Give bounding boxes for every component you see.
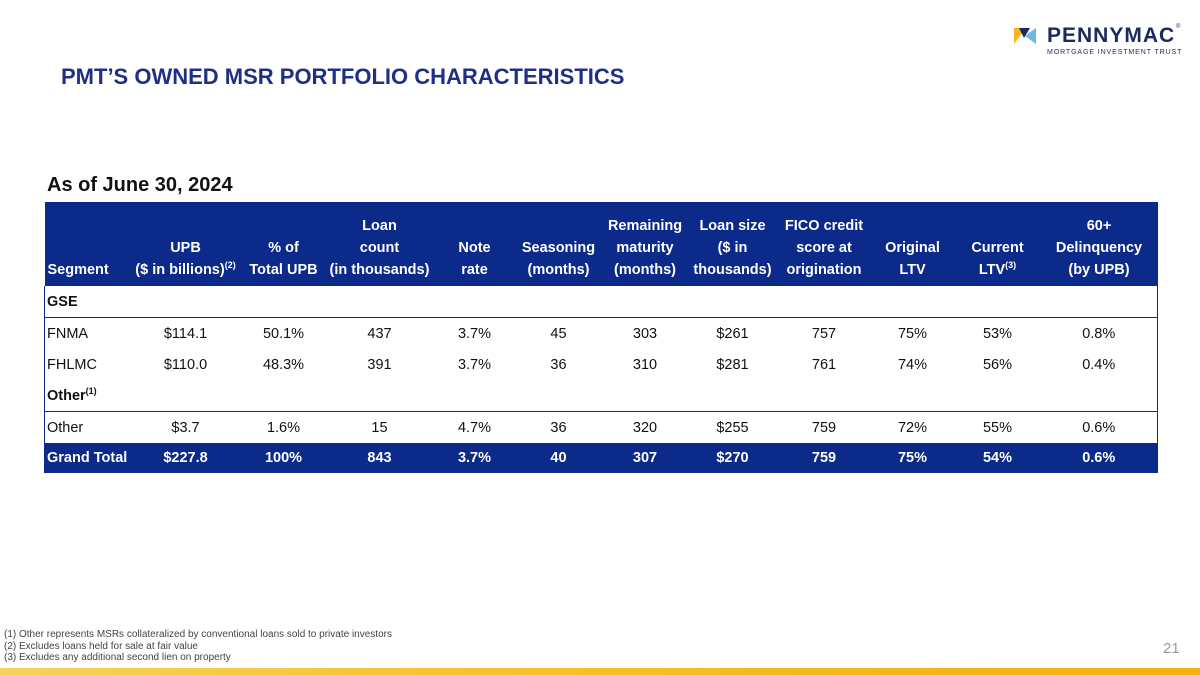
table-cell: $114.1 [163, 325, 208, 342]
table-cell: 4.7% [457, 419, 492, 436]
table-cell: 100% [242, 443, 325, 473]
table-cell: $270 [687, 443, 778, 473]
table-row: FHLMC $110.0 48.3% 391 3.7% 36 310 $281 761 74% 56… [45, 349, 1158, 380]
group-row-gse: GSE [44, 286, 1158, 318]
footnotes: (1) Other represents MSRs collateralized… [4, 629, 392, 664]
table-cell: $255 [716, 419, 749, 436]
table-cell: 53% [982, 325, 1013, 342]
table-cell: $227.8 [128, 443, 243, 473]
table-cell: 3.7% [457, 356, 492, 373]
table-cell: 0.8% [1082, 325, 1116, 342]
table-row: FNMA $114.1 50.1% 437 3.7% 45 303 $261 757 75% 53%… [45, 318, 1158, 350]
row-label: Grand Total [44, 443, 129, 473]
table-cell: 54% [954, 443, 1041, 473]
footnote: (2) Excludes loans held for sale at fair… [4, 640, 198, 652]
table-cell: 15 [371, 419, 388, 436]
table-cell: 75% [897, 325, 928, 342]
table-cell: 75% [870, 443, 955, 473]
table-row: Other $3.7 1.6% 15 4.7% 36 320 $255 759 72% 55% 0.6… [45, 412, 1158, 444]
table-cell: 0.6% [1082, 419, 1116, 436]
row-label: FHLMC [47, 356, 97, 373]
table-cell: 391 [367, 356, 392, 373]
table-cell: 0.4% [1082, 356, 1116, 373]
grand-total-row: Grand Total $227.8 100% 843 3.7% 40 307 $270 759… [44, 443, 1158, 473]
header-remaining-maturity: Remaining maturity (months) [602, 202, 688, 286]
table-cell: 0.6% [1040, 443, 1158, 473]
table-cell: 303 [632, 325, 658, 342]
table-cell: 320 [632, 419, 658, 436]
table-cell: 36 [550, 356, 567, 373]
table-cell: 36 [550, 419, 567, 436]
table-cell: 3.7% [457, 325, 492, 342]
footnote: (1) Other represents MSRs collateralized… [4, 629, 392, 640]
table-cell: 1.6% [266, 419, 301, 436]
logo-registered-mark: ® [1176, 24, 1181, 30]
header-pct-total-upb: % of Total UPB [242, 202, 325, 286]
row-label: FNMA [47, 325, 89, 342]
row-label: Other [47, 419, 84, 436]
page-title: PMT’S OWNED MSR PORTFOLIO CHARACTERISTIC… [61, 64, 625, 89]
header-seasoning: Seasoning (months) [514, 202, 603, 286]
pennymac-mark-icon [1014, 28, 1036, 44]
group-row-other: Other(1) [44, 380, 1158, 412]
table-cell: $281 [716, 356, 749, 373]
table-cell: 843 [324, 443, 435, 473]
header-current-ltv: Current LTV(3) [954, 202, 1041, 286]
header-fico: FICO credit score at origination [777, 202, 871, 286]
logo-name: PENNYMAC [1047, 24, 1176, 47]
group-label: Other(1) [44, 380, 1158, 412]
table-cell: 759 [777, 443, 871, 473]
gold-footer-bar [0, 668, 1200, 675]
table-cell: 56% [982, 356, 1013, 373]
as-of-date: As of June 30, 2024 [47, 174, 233, 196]
table-cell: $3.7 [171, 419, 200, 436]
header-delinquency: 60+ Delinquency (by UPB) [1040, 202, 1158, 286]
page-number: 21 [1163, 640, 1180, 657]
table-cell: 48.3% [262, 356, 305, 373]
header-segment: Segment [44, 202, 129, 286]
table-cell: 437 [367, 325, 392, 342]
table-header-row: Segment UPB ($ in billions)(2) % of Total … [44, 202, 1158, 286]
table-cell: 55% [982, 419, 1013, 436]
table-cell: 310 [632, 356, 658, 373]
header-note-rate: Note rate [434, 202, 515, 286]
msr-portfolio-table: Segment UPB ($ in billions)(2) % of Total … [44, 202, 1158, 473]
table-cell: 307 [602, 443, 688, 473]
header-original-ltv: Original LTV [870, 202, 955, 286]
table-cell: 74% [897, 356, 928, 373]
header-loan-count: Loan count (in thousands) [324, 202, 435, 286]
table-cell: 45 [550, 325, 567, 342]
table-cell: 757 [811, 325, 837, 342]
table-cell: 761 [811, 356, 837, 373]
group-label: GSE [44, 286, 1158, 318]
table-cell: 72% [897, 419, 928, 436]
table-cell: 3.7% [434, 443, 515, 473]
logo-tagline: MORTGAGE INVESTMENT TRUST [1047, 49, 1183, 56]
table-cell: 759 [811, 419, 837, 436]
header-upb: UPB ($ in billions)(2) [128, 202, 243, 286]
pennymac-logo: PENNYMAC ® MORTGAGE INVESTMENT TRUST [1014, 24, 1186, 60]
table-cell: 40 [514, 443, 603, 473]
table-cell: 50.1% [262, 325, 305, 342]
footnote: (3) Excludes any additional second lien … [4, 652, 231, 663]
header-loan-size: Loan size ($ in thousands) [687, 202, 778, 286]
table-cell: $261 [716, 325, 749, 342]
table-cell: $110.0 [163, 356, 208, 373]
